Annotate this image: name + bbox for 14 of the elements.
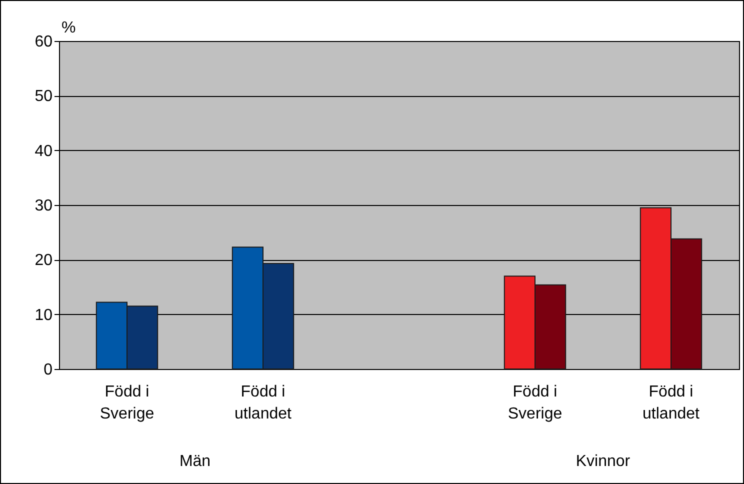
y-tick-label: 50 [34, 88, 53, 106]
x-tick-label: Född i Sverige [100, 384, 154, 422]
x-tick-label: Född i utlandet [642, 384, 700, 422]
x-tick-label: Född i utlandet [234, 384, 292, 422]
y-tick-label: 0 [44, 362, 53, 378]
y-tick-label: 10 [34, 306, 53, 324]
text: Män [179, 453, 211, 471]
y-axis-title: % [62, 20, 76, 36]
y-tick-label: 30 [34, 198, 53, 214]
y-tick-label: 40 [34, 142, 53, 160]
text: Kvinnor [576, 453, 630, 471]
y-tick-label: 60 [34, 34, 53, 50]
x-tick-label: Född i Sverige [508, 384, 562, 422]
y-tick-label: 20 [34, 252, 53, 270]
